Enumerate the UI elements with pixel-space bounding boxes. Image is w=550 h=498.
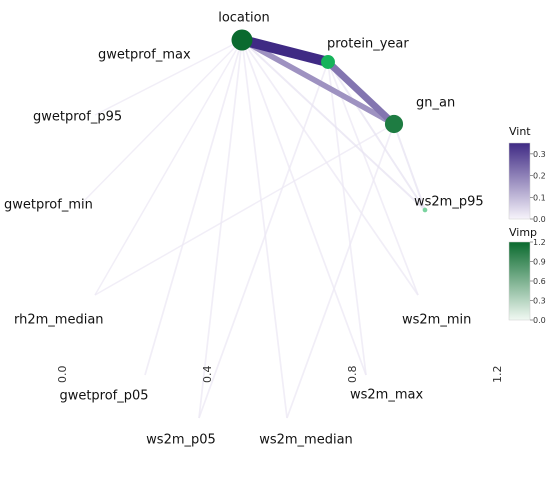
node-label-gn_an: gn_an [416,96,455,111]
edge-location-rh2m_median [94,39,243,296]
node-gn_an [384,114,404,134]
node-label-gwetprof_max: gwetprof_max [98,48,191,63]
vint-legend-tick-label: 0.1 [533,193,546,202]
vint-legend-tick-label: 0.3 [533,150,546,159]
x-tick-label: 1.2 [491,366,504,384]
edge-location-protein_year [240,35,330,67]
node-protein_year [321,55,335,69]
vint-legend-tick-label: 0.2 [533,172,546,181]
edge-location-ws2m_median [241,39,288,419]
vint-legend: Vint 0.3 0.2 0.1 0.0 [508,125,546,224]
vimp-legend-tick-label: 0.0 [533,316,546,325]
node-labels-layer: location protein_year gn_an ws2m_p95 ws2m_mi… [4,11,484,448]
x-tick-label: 0.4 [201,366,214,384]
vimp-legend-tick-label: 0.9 [533,258,546,267]
edge-location-gwetprof_min [79,39,243,206]
node-ws2m_p95 [422,207,428,213]
vint-colorbar [508,142,531,220]
vimp-legend-tick-label: 0.3 [533,297,546,306]
edge-gn_an-ws2m_median [286,123,395,419]
edge-location-gwetprof_p95 [94,39,243,116]
edge-gn_an-rh2m_median [94,123,395,296]
edge-protein_year-ws2m_p05 [198,61,329,419]
edge-location-gn_an [240,37,396,127]
edge-location-ws2m_p05 [198,39,243,419]
node-label-protein_year: protein_year [327,37,409,52]
node-label-ws2m_max: ws2m_max [350,388,423,403]
vimp-legend-tick-label: 0.6 [533,277,546,286]
vint-legend-tick-label: 0.0 [533,215,546,224]
node-label-ws2m_min: ws2m_min [402,313,471,328]
node-location [231,29,253,51]
node-label-location: location [218,11,270,26]
node-label-gwetprof_p95: gwetprof_p95 [33,110,122,125]
edges-layer [79,35,426,419]
node-label-gwetprof_min: gwetprof_min [4,198,93,213]
edge-protein_year-ws2m_p95 [327,61,426,211]
x-tick-label: 0.8 [346,366,359,384]
edge-location-ws2m_max [241,39,367,376]
vimp-legend-title: Vimp [509,226,537,239]
vimp-colorbar [508,241,531,321]
edge-protein_year-gn_an [325,59,397,127]
vimp-legend: Vimp 1.2 0.9 0.6 0.3 0.0 [508,226,546,325]
node-label-rh2m_median: rh2m_median [14,313,104,328]
node-label-gwetprof_p05: gwetprof_p05 [59,389,148,404]
x-tick-label: 0.0 [56,366,69,384]
edge-protein_year-ws2m_max [327,61,367,376]
edge-location-ws2m_min [241,39,419,296]
vimp-legend-tick-label: 1.2 [533,238,546,247]
edge-location-gwetprof_p05 [144,39,243,376]
edge-location-ws2m_p95 [241,39,426,211]
node-label-ws2m_p05: ws2m_p05 [146,433,216,448]
node-label-ws2m_median: ws2m_median [259,433,353,448]
vint-legend-title: Vint [509,125,531,138]
edge-protein_year-ws2m_min [327,61,419,296]
edge-gn_an-ws2m_p95 [393,123,426,211]
nodes-layer [231,29,428,213]
node-label-ws2m_p95: ws2m_p95 [414,195,484,210]
x-axis: 0.0 0.4 0.8 1.2 [56,366,504,384]
